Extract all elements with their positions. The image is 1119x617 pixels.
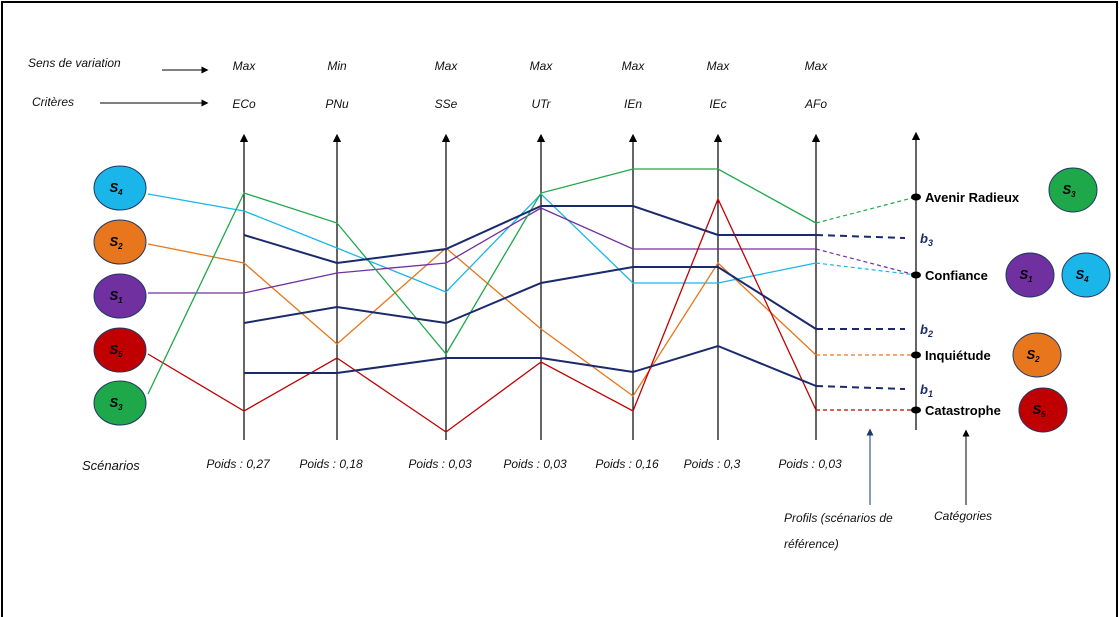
criterion-UTr: UTr [531, 97, 551, 111]
profile-label-3: b3 [920, 231, 933, 248]
category-dot [911, 351, 921, 359]
weight-ECo: Poids : 0,27 [206, 457, 271, 471]
weight-IEn: Poids : 0,16 [595, 457, 659, 471]
direction-UTr: Max [530, 59, 554, 73]
profile-line-b2 [243, 266, 817, 330]
scenario-line-S2 [147, 243, 817, 397]
category-bubble-S2 [1012, 332, 1062, 378]
profile-label-1: b1 [920, 382, 933, 399]
scenario-bubble-S5 [93, 327, 147, 373]
scenario-line-S1 [148, 207, 816, 294]
category-label-1: Avenir Radieux [925, 190, 1020, 205]
category-bubble-S4 [1061, 252, 1111, 298]
scenario-bubble-S3 [93, 380, 147, 426]
scenario-link-S4 [815, 262, 917, 276]
category-label-2: Confiance [925, 268, 988, 283]
scenario-line-S4 [147, 193, 817, 293]
scenario-link-S1 [815, 248, 917, 276]
profile-line-b3 [243, 205, 816, 265]
category-label-4: Catastrophe [925, 403, 1001, 418]
category-bubble-S5 [1018, 387, 1068, 433]
category-bubble-S3 [1048, 167, 1098, 213]
category-dot [911, 271, 921, 279]
direction-PNu: Min [327, 59, 347, 73]
direction-row-label: Sens de variation [28, 56, 121, 70]
scenario-line-S3 [147, 168, 817, 395]
criterion-AFo: AFo [804, 97, 827, 111]
criterion-PNu: PNu [325, 97, 349, 111]
weight-AFo: Poids : 0,03 [778, 457, 842, 471]
profile-dash-3 [815, 234, 906, 239]
weight-UTr: Poids : 0,03 [503, 457, 567, 471]
category-dot [911, 193, 921, 201]
weight-IEc: Poids : 0,3 [684, 457, 741, 471]
direction-IEn: Max [622, 59, 646, 73]
direction-AFo: Max [805, 59, 829, 73]
scenario-bubble-S1 [93, 273, 147, 319]
profile-label-2: b2 [920, 322, 933, 339]
category-dot [911, 406, 921, 414]
scenario-bubble-S4 [93, 165, 147, 211]
criteria-axes: Max ECo Poids : 0,27 Min PNu Poids : 0,18 Max S… [206, 59, 921, 471]
criterion-IEn: IEn [624, 97, 642, 111]
scenario-bubble-S2 [93, 219, 147, 265]
criteria-row-label: Critères [32, 95, 74, 109]
direction-SSe: Max [435, 59, 459, 73]
weight-SSe: Poids : 0,03 [408, 457, 472, 471]
categories-label: Catégories [934, 509, 992, 523]
criterion-SSe: SSe [435, 97, 458, 111]
weight-PNu: Poids : 0,18 [299, 457, 363, 471]
category-label-3: Inquiétude [925, 348, 991, 363]
direction-ECo: Max [233, 59, 257, 73]
scenarios-label: Scénarios [82, 458, 140, 473]
category-bubble-S1 [1005, 252, 1055, 298]
criterion-ECo: ECo [232, 97, 256, 111]
direction-IEc: Max [707, 59, 731, 73]
scenario-lines: b3 b2 b1 [147, 168, 933, 433]
profile-line-b1 [244, 344, 817, 387]
profile-dash-1 [815, 385, 906, 390]
scenario-link-S3 [815, 196, 917, 224]
scenario-line-S5 [147, 197, 817, 433]
profiles-label-line2: référence) [784, 537, 839, 551]
profiles-label-line1: Profils (scénarios de [784, 511, 893, 525]
criterion-IEc: IEc [709, 97, 726, 111]
